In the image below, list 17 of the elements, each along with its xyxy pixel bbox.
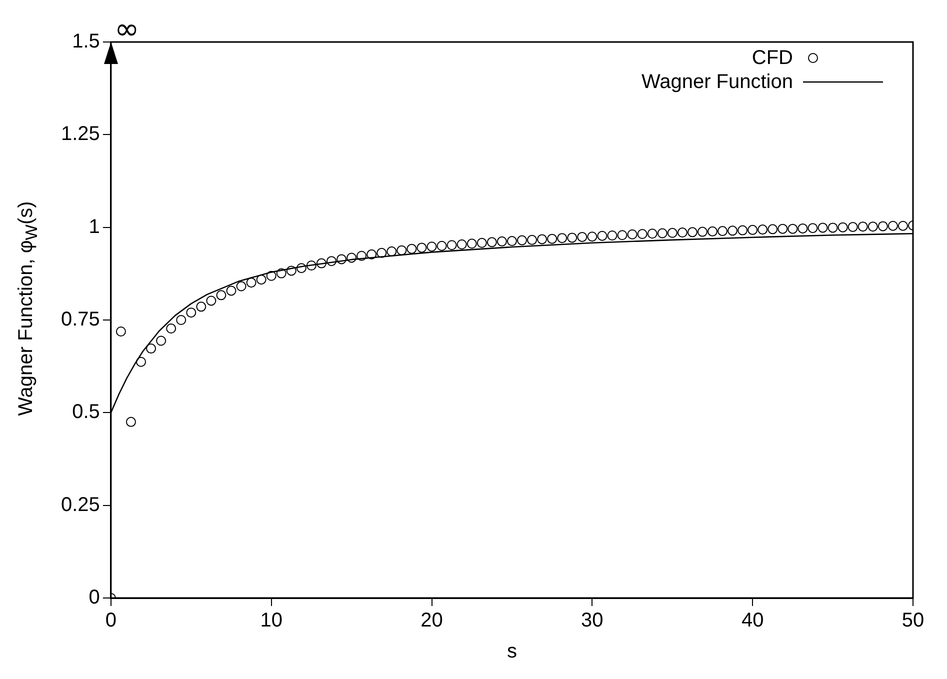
y-tick-label: 1: [88, 216, 100, 238]
y-tick-label: 1.25: [60, 123, 100, 146]
x-tick-label: 10: [260, 610, 282, 632]
y-tick-label: 0.25: [60, 494, 100, 516]
y-tick-label: 1.5: [72, 30, 100, 53]
legend-label: CFD: [752, 46, 793, 70]
x-tick-label: 50: [902, 610, 924, 632]
x-tick-label: 40: [741, 610, 764, 632]
x-tick-label: 0: [105, 610, 116, 632]
x-tick-label: 20: [420, 610, 443, 632]
y-tick-label: 0: [88, 586, 100, 609]
y-tick-label: 0.75: [60, 308, 100, 331]
legend-label: Wagner Function: [641, 70, 793, 94]
x-tick-label: 30: [581, 610, 604, 632]
x-axis-title: s: [506, 640, 517, 663]
y-tick-label: 0.5: [72, 401, 100, 424]
annotation: ∞: [114, 12, 140, 47]
